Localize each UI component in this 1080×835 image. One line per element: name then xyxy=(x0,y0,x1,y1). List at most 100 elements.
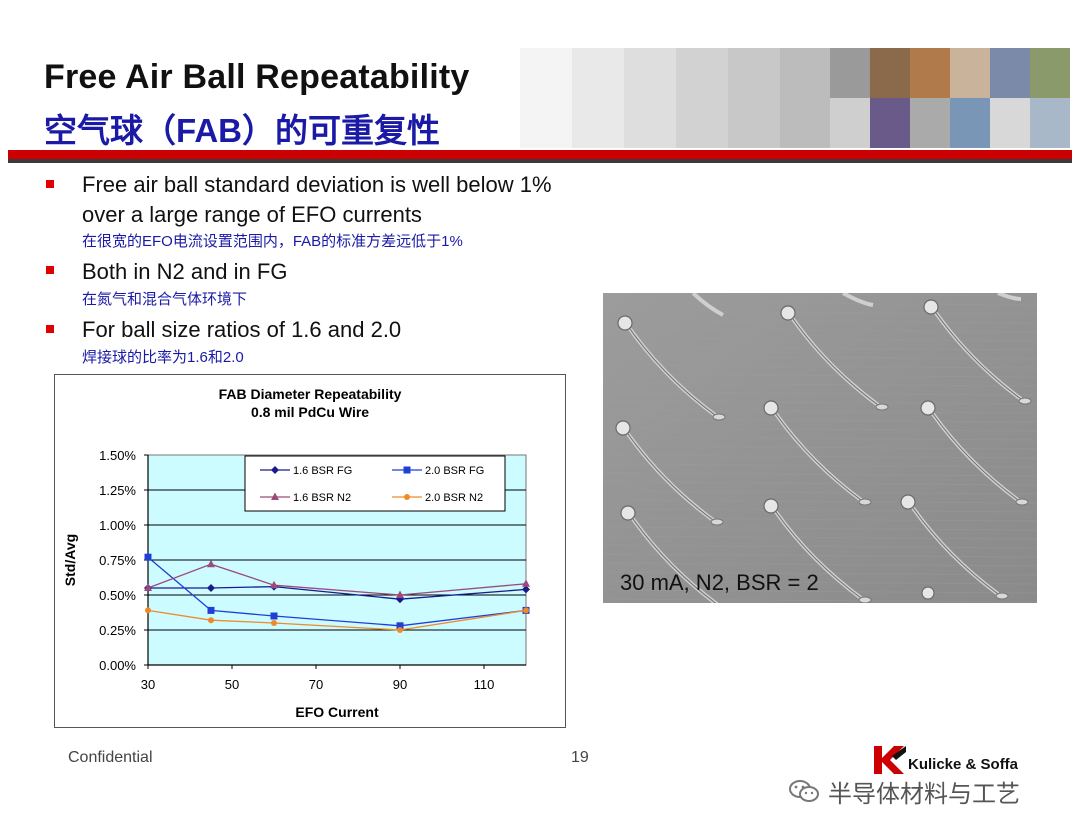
sem-texture-line xyxy=(603,400,1037,405)
sem-texture-line xyxy=(603,481,1037,486)
sem-wire-edge xyxy=(792,318,879,406)
legend-marker xyxy=(271,466,279,474)
y-tick-label: 1.00% xyxy=(99,518,136,533)
collage-tile xyxy=(728,48,780,148)
slide-title-chinese: 空气球（FAB）的可重复性 xyxy=(44,112,440,149)
title-rule-red xyxy=(8,150,1072,159)
legend-label: 2.0 BSR N2 xyxy=(425,492,483,504)
sem-ball xyxy=(620,505,636,521)
x-axis-label: EFO Current xyxy=(295,704,379,720)
data-point xyxy=(270,580,278,589)
photo-blade xyxy=(950,98,990,148)
photo-wire-spool xyxy=(870,48,910,98)
collage-tile xyxy=(676,48,728,148)
legend-label: 1.6 BSR N2 xyxy=(293,492,351,504)
sem-ball xyxy=(763,400,779,416)
legend-label: 1.6 BSR FG xyxy=(293,465,352,477)
sem-image xyxy=(603,293,1037,603)
data-point xyxy=(397,627,403,633)
sem-texture-line xyxy=(603,328,1037,333)
sem-texture-line xyxy=(603,499,1037,504)
data-point xyxy=(522,585,530,594)
bullet-2-line-1: Both in N2 and in FG xyxy=(82,259,288,284)
data-point xyxy=(271,620,277,626)
photo-wafer xyxy=(870,98,910,148)
sem-texture-line xyxy=(603,355,1037,360)
collage-tile xyxy=(624,48,676,148)
data-point xyxy=(522,579,530,587)
legend-marker xyxy=(403,466,411,474)
data-point xyxy=(396,590,404,598)
y-tick-label: 1.50% xyxy=(99,448,136,463)
footer-page-number: 19 xyxy=(571,749,589,766)
sem-ball xyxy=(615,420,631,436)
data-point xyxy=(208,617,214,624)
sem-wire-edge xyxy=(775,511,862,599)
bullet-1-line-1: Free air ball standard deviation is well… xyxy=(82,172,552,197)
sem-wire-edge xyxy=(932,413,1019,501)
sem-texture-line xyxy=(603,580,1037,585)
sem-texture-line xyxy=(603,337,1037,342)
slide-title: Free Air Ball Repeatability xyxy=(44,58,470,96)
x-tick-label: 30 xyxy=(141,677,155,692)
sem-wedge xyxy=(858,498,872,506)
bullet-2-subtext: 在氮气和混合气体环境下 xyxy=(82,291,248,308)
chart-title: FAB Diameter Repeatability xyxy=(219,386,402,402)
bullet-marker xyxy=(46,180,54,188)
sem-wire-bonds-image xyxy=(603,293,1037,603)
sem-ball xyxy=(763,498,779,514)
collage-tile xyxy=(780,48,830,148)
sem-ball xyxy=(780,305,796,321)
fab-repeatability-chart: 0.00% 0.25% 0.50% 0.75% 1.00% 1.25% 1.50% 30 50 7… xyxy=(62,386,530,720)
sem-wedge xyxy=(875,403,889,411)
bullet-3-line-1: For ball size ratios of 1.6 and 2.0 xyxy=(82,317,402,342)
photo-hand xyxy=(950,48,990,98)
sem-texture-line xyxy=(603,427,1037,432)
legend-box xyxy=(244,455,506,512)
sem-image-caption: 30 mA, N2, BSR = 2 xyxy=(620,570,819,595)
sem-ball xyxy=(900,494,916,510)
photo-die xyxy=(1030,48,1070,98)
sem-texture-line xyxy=(603,445,1037,450)
sem-wedge xyxy=(1015,498,1029,506)
sem-ball xyxy=(921,586,935,600)
sem-texture-line xyxy=(603,364,1037,369)
y-axis-label: Std/Avg xyxy=(62,534,78,586)
sem-wedge xyxy=(712,413,726,421)
photo-capillary xyxy=(910,48,950,98)
data-point xyxy=(396,622,404,630)
sem-wire-edge xyxy=(627,433,714,521)
x-tick-label: 90 xyxy=(393,677,407,692)
footer-confidential: Confidential xyxy=(68,749,153,766)
sem-texture-line xyxy=(603,301,1037,306)
company-logo-text: Kulicke & Soffa xyxy=(908,756,1019,773)
title-rule-dark xyxy=(8,159,1072,163)
sem-texture-line xyxy=(603,373,1037,378)
sem-wire xyxy=(691,293,724,317)
sem-texture-line xyxy=(603,391,1037,396)
sem-texture-line xyxy=(603,571,1037,576)
sem-texture-line xyxy=(603,544,1037,549)
legend-marker xyxy=(404,494,410,500)
collage-tile xyxy=(572,48,624,148)
sem-texture-line xyxy=(603,436,1037,441)
data-point xyxy=(145,607,151,614)
sem-texture-line xyxy=(603,598,1037,603)
header-banner-collage xyxy=(520,48,830,148)
sem-wire xyxy=(997,293,1022,301)
y-tick-label: 0.25% xyxy=(99,623,136,638)
x-tick-label: 70 xyxy=(309,677,323,692)
sem-wedge xyxy=(858,596,872,603)
sem-texture-line xyxy=(603,508,1037,513)
photo-package xyxy=(990,98,1030,148)
sem-texture-line xyxy=(603,418,1037,423)
sem-texture-line xyxy=(603,589,1037,594)
sem-texture-line xyxy=(603,319,1037,324)
bullet-1-subtext: 在很宽的EFO电流设置范围内，FAB的标准方差远低于1% xyxy=(82,233,463,250)
sem-texture-line xyxy=(603,472,1037,477)
photo-chip xyxy=(990,48,1030,98)
photo-machine xyxy=(830,98,870,148)
sem-wire xyxy=(842,293,874,307)
photo-lead-frame xyxy=(1030,98,1070,148)
sem-ball xyxy=(617,315,633,331)
